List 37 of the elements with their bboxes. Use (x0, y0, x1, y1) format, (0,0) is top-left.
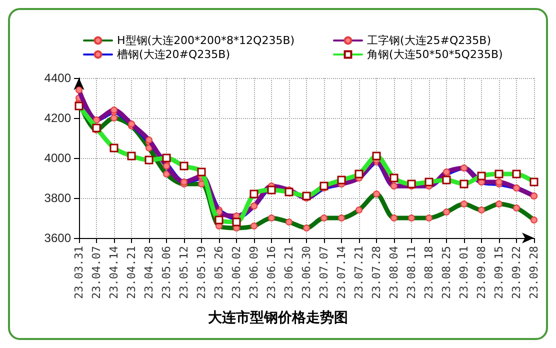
x-tick-label: 23.05.12 (178, 246, 190, 299)
x-tick-label: 23.04.21 (125, 246, 138, 299)
x-tick-label: 23.09.08 (475, 246, 488, 299)
x-tick-label: 23.09.01 (458, 246, 470, 299)
y-tick-label: 4000 (44, 151, 72, 165)
legend-label: 工字钢(大连25#Q235B) (367, 34, 491, 47)
x-tick-label: 23.08.11 (405, 246, 418, 299)
x-tick-label: 23.08.04 (388, 246, 400, 299)
x-tick-label: 23.05.19 (195, 246, 208, 299)
x-tick-label: 23.06.09 (248, 246, 260, 299)
legend-label: 角钢(大连50*50*5Q235B) (367, 48, 503, 61)
x-tick-label: 23.07.21 (352, 246, 366, 299)
x-tick-label: 23.05.06 (160, 246, 173, 299)
y-tick-label: 4400 (44, 71, 72, 85)
x-tick-label: 23.06.21 (282, 246, 296, 299)
x-tick-label: 23.04.28 (142, 246, 156, 299)
legend-label: H型钢(大连200*200*8*12Q235B) (117, 34, 295, 47)
y-tick-label: 4200 (44, 111, 72, 125)
x-tick-label: 23.07.14 (335, 246, 348, 299)
x-tick-label: 23.04.07 (90, 246, 103, 299)
x-tick-label: 23.09.22 (510, 246, 523, 299)
y-tick-label: 3800 (44, 191, 72, 205)
x-tick-label: 23.06.30 (300, 246, 313, 299)
legend-label: 槽钢(大连20#Q235B) (117, 48, 230, 61)
x-tick-label: 23.03.31 (72, 246, 86, 299)
x-tick-label: 23.08.18 (422, 246, 436, 299)
x-tick-label: 23.07.07 (318, 246, 330, 299)
x-tick-label: 23.06.16 (265, 246, 278, 299)
x-tick-label: 23.07.28 (370, 246, 383, 299)
x-tick-label: 23.05.26 (212, 246, 226, 299)
text: 大连市型钢价格走势图 (208, 309, 348, 326)
y-tick-label: 3600 (44, 231, 72, 245)
x-tick-label: 23.04.14 (108, 246, 120, 299)
x-tick-label: 23.06.02 (230, 246, 243, 299)
x-tick-label: 23.08.25 (440, 246, 453, 299)
x-tick-label: 23.09.28 (528, 246, 540, 299)
x-tick-label: 23.09.15 (492, 246, 506, 299)
